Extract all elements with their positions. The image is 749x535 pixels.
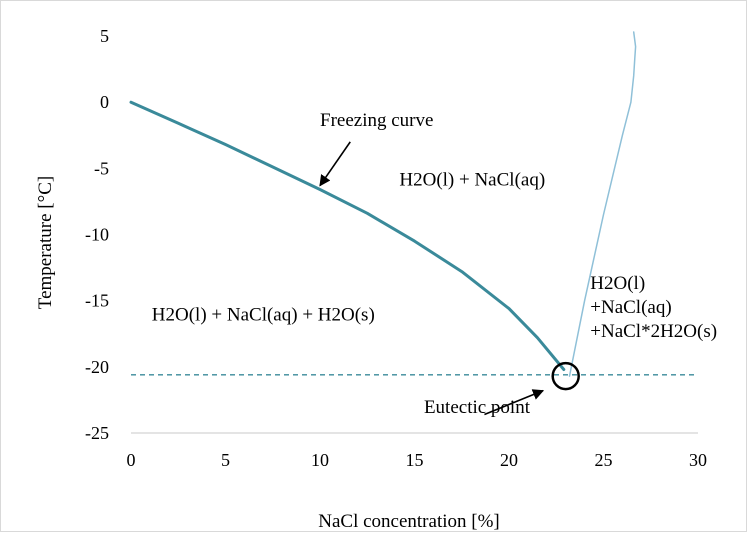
- y-tick-label: -5: [94, 158, 109, 178]
- x-tick-label: 20: [500, 450, 518, 470]
- hydrate-region-label-line: +NaCl*2H2O(s): [590, 321, 717, 342]
- freezing-curve-line: [129, 100, 566, 371]
- series-lines: [129, 31, 698, 391]
- freezing-curve-label: Freezing curve: [320, 110, 433, 131]
- x-tick-label: 15: [406, 450, 424, 470]
- x-axis-title: NaCl concentration [%]: [318, 511, 499, 532]
- y-tick-labels: 5 0 -5 -10 -15 -20 -25: [85, 26, 109, 443]
- x-tick-label: 10: [311, 450, 329, 470]
- y-tick-label: 5: [100, 26, 109, 46]
- y-tick-label: -15: [85, 291, 109, 311]
- hydrate-region-label-line: H2O(l): [590, 273, 645, 294]
- x-tick-label: 5: [221, 450, 230, 470]
- y-tick-label: 0: [100, 92, 109, 112]
- liquid-region-label: H2O(l) + NaCl(aq): [399, 170, 545, 191]
- solubility-curve-line: [568, 31, 637, 377]
- x-tick-label: 0: [127, 450, 136, 470]
- y-tick-label: -20: [85, 357, 109, 377]
- y-tick-label: -25: [85, 423, 109, 443]
- x-tick-labels: 0 5 10 15 20 25 30: [127, 450, 708, 470]
- y-axis-title: Temperature [°C]: [35, 176, 56, 309]
- eutectic-point-marker: [551, 361, 580, 391]
- ice-region-label: H2O(l) + NaCl(aq) + H2O(s): [152, 305, 375, 326]
- y-tick-label: -10: [85, 225, 109, 245]
- eutectic-point-label-arrow: [484, 389, 545, 416]
- x-tick-label: 25: [595, 450, 613, 470]
- eutectic-point-label: Eutectic point: [424, 397, 531, 418]
- hydrate-region-label-line: +NaCl(aq): [590, 297, 671, 318]
- freezing-curve-label-arrow: [319, 141, 351, 187]
- x-tick-label: 30: [689, 450, 707, 470]
- annotations: Freezing curve Eutectic point H2O(l) + NaC…: [152, 110, 717, 418]
